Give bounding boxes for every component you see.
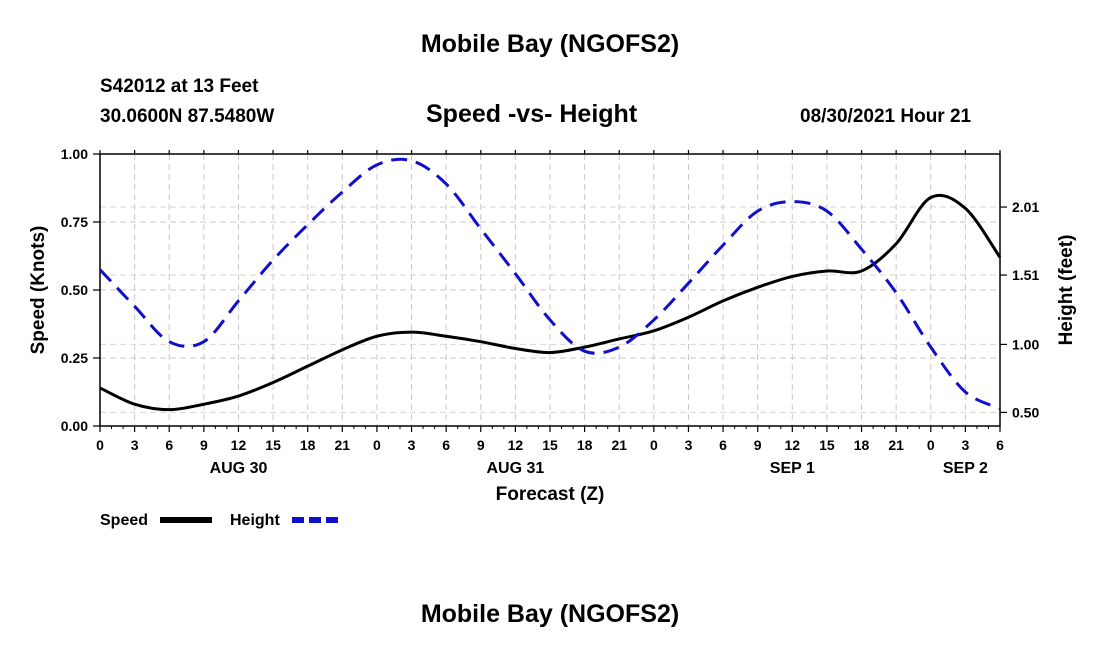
x-tick-label: 18: [300, 437, 316, 453]
x-tick-label: 3: [685, 437, 693, 453]
x-tick-label: 3: [131, 437, 139, 453]
x-tick-label: 0: [373, 437, 381, 453]
footer-title: Mobile Bay (NGOFS2): [420, 600, 680, 628]
station-label: S42012 at 13 Feet: [100, 76, 259, 97]
y-tick-label: 0.00: [61, 418, 88, 434]
x-tick-label: 12: [785, 437, 801, 453]
day-label: AUG 30: [210, 460, 268, 477]
x-tick-label: 3: [961, 437, 969, 453]
x-tick-label: 6: [165, 437, 173, 453]
chart-subtitle: Speed -vs- Height: [426, 100, 638, 128]
y-tick-label: 0.50: [61, 282, 88, 298]
day-label: SEP 1: [770, 460, 815, 477]
x-tick-label: 0: [96, 437, 104, 453]
series-line-height: [98, 157, 1001, 410]
coordinates-label: 30.0600N 87.5480W: [100, 106, 275, 127]
day-label: AUG 31: [486, 460, 544, 477]
legend-label-speed: Speed: [100, 512, 148, 529]
y2-axis-label: Height (feet): [1056, 235, 1077, 346]
x-axis-label: Forecast (Z): [496, 484, 605, 505]
y-tick-label: 0.75: [61, 214, 88, 230]
x-tick-label: 9: [477, 437, 485, 453]
x-tick-label: 3: [408, 437, 416, 453]
x-tick-label: 0: [650, 437, 658, 453]
x-tick-label: 21: [611, 437, 627, 453]
y-tick-label: 1.00: [61, 146, 88, 162]
x-tick-label: 6: [442, 437, 450, 453]
x-tick-label: 9: [754, 437, 762, 453]
y2-tick-label: 2.01: [1012, 199, 1039, 215]
x-tick-label: 15: [542, 437, 558, 453]
day-label: SEP 2: [943, 460, 988, 477]
y2-tick-label: 0.50: [1012, 404, 1039, 420]
x-tick-label: 18: [854, 437, 870, 453]
x-tick-label: 6: [719, 437, 727, 453]
x-tick-label: 12: [508, 437, 524, 453]
x-tick-label: 21: [888, 437, 904, 453]
chart-title: Mobile Bay (NGOFS2): [420, 30, 680, 58]
x-tick-label: 9: [200, 437, 208, 453]
x-tick-label: 21: [335, 437, 351, 453]
x-tick-label: 0: [927, 437, 935, 453]
y2-tick-label: 1.51: [1012, 267, 1039, 283]
forecast-datetime: 08/30/2021 Hour 21: [800, 106, 972, 127]
y-tick-label: 0.25: [61, 350, 88, 366]
x-tick-label: 15: [265, 437, 281, 453]
x-tick-label: 6: [996, 437, 1004, 453]
x-tick-label: 15: [819, 437, 835, 453]
series-line-speed: [99, 193, 1002, 412]
y-axis-label: Speed (Knots): [28, 226, 49, 355]
x-tick-label: 18: [577, 437, 593, 453]
x-tick-label: 12: [231, 437, 247, 453]
legend-label-height: Height: [230, 512, 280, 529]
y2-tick-label: 1.00: [1012, 336, 1039, 352]
